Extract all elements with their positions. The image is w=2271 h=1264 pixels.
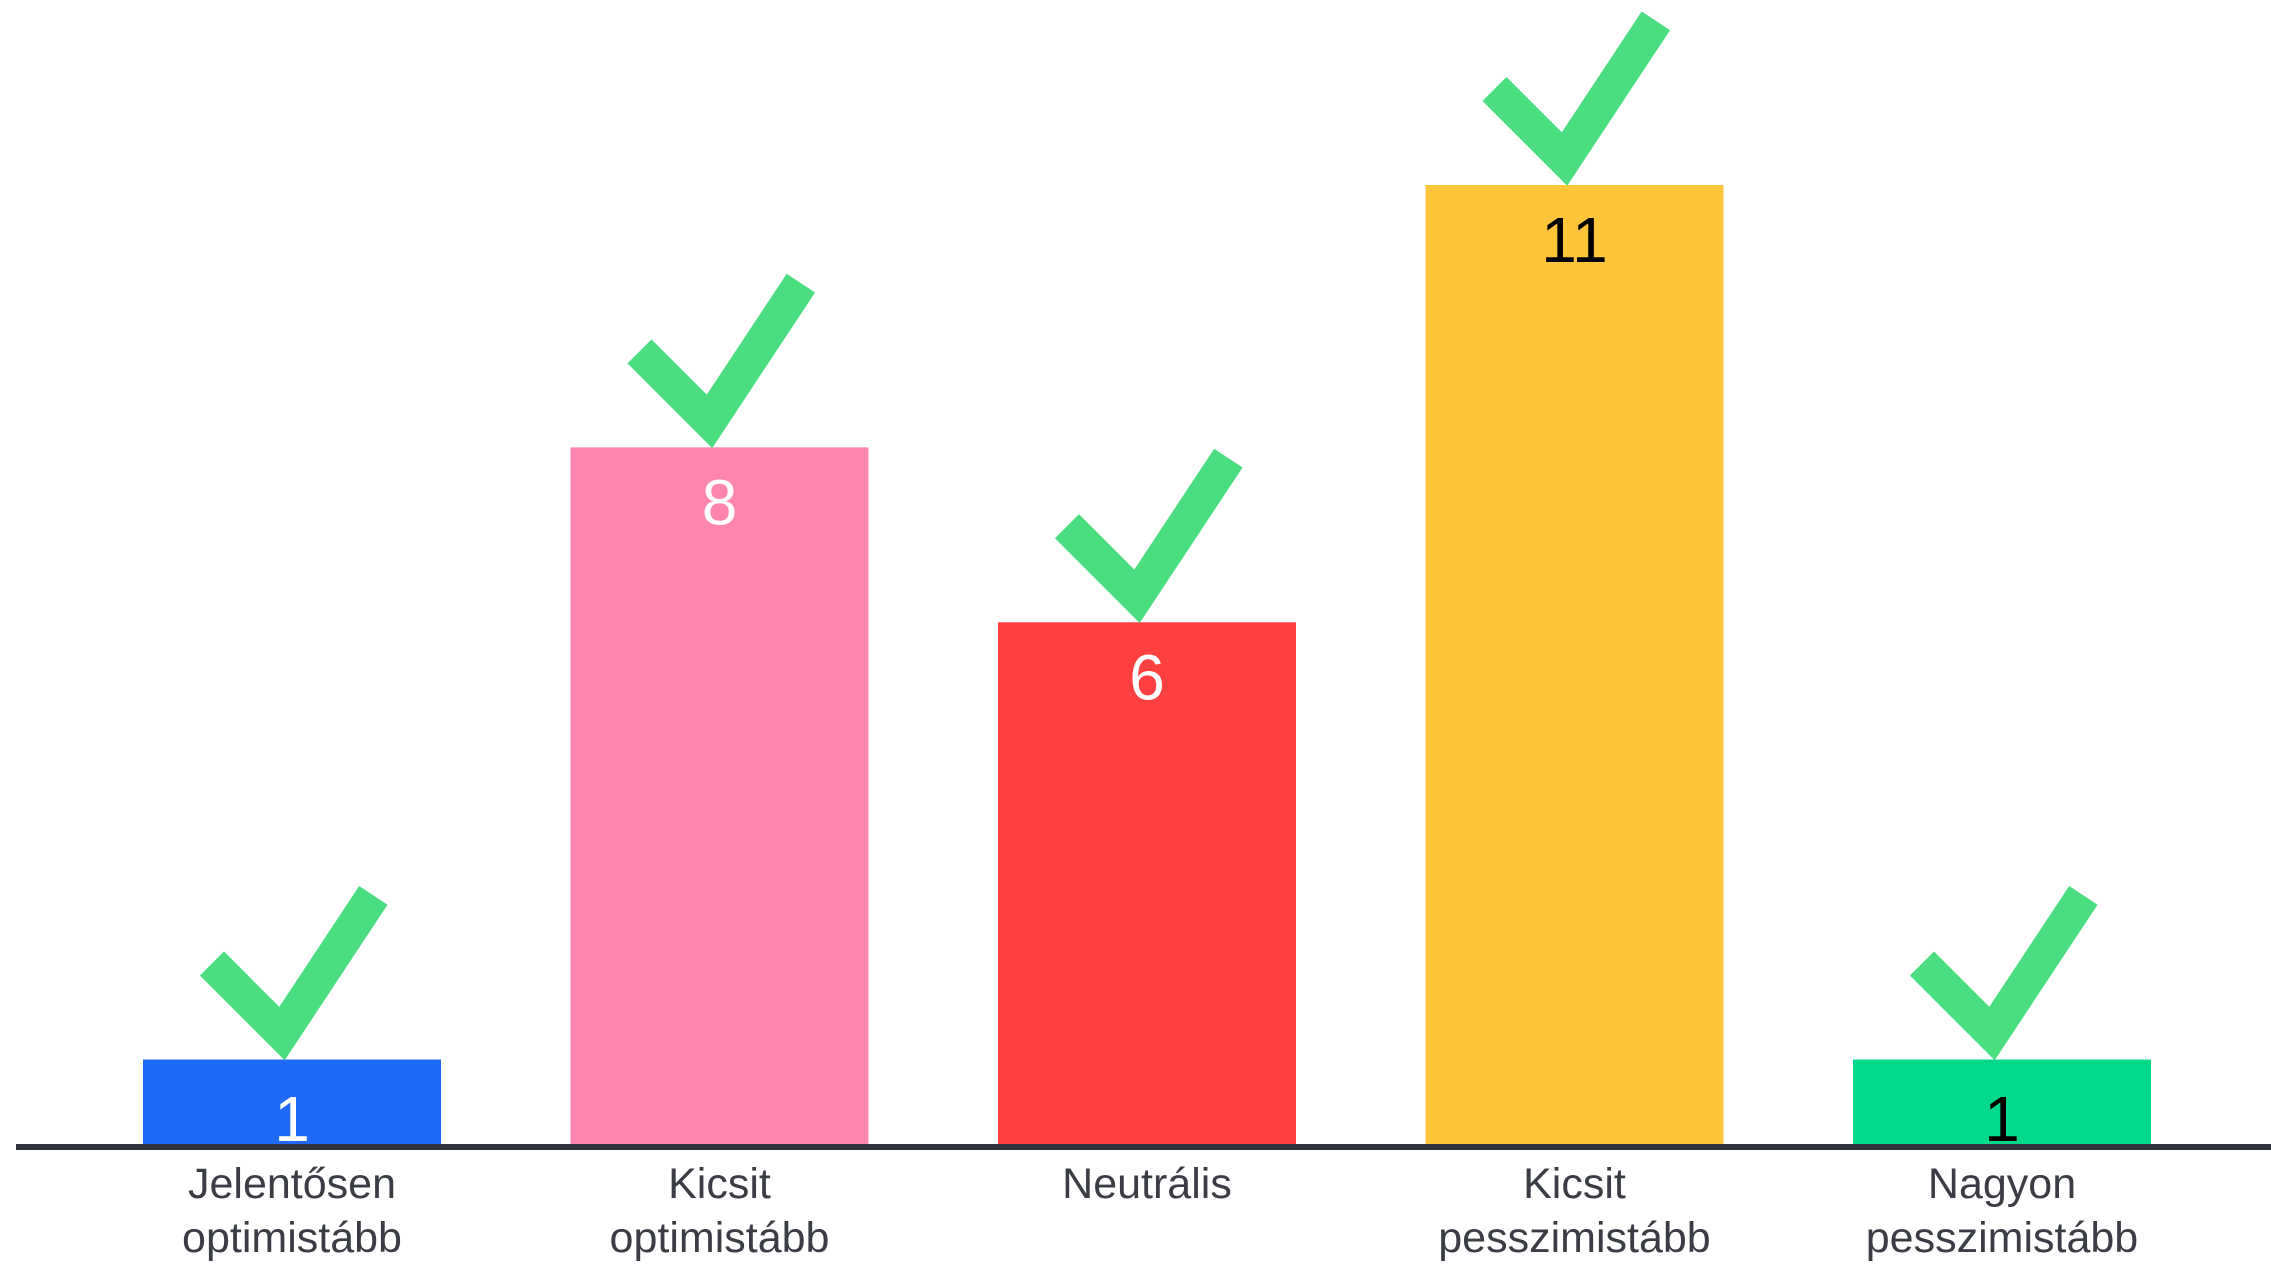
value-label: 1: [274, 1083, 310, 1155]
bar: [998, 622, 1296, 1147]
value-label: 6: [1129, 641, 1165, 713]
bars-layer: [143, 185, 2151, 1147]
checkmark-stroke: [1482, 11, 1671, 186]
checkmark-icon: [1482, 11, 1671, 186]
tick-label-line: optimistább: [610, 1214, 830, 1262]
value-label: 1: [1984, 1083, 2020, 1155]
tick-label: Neutrális: [1062, 1160, 1232, 1208]
tick-label-line: Nagyon: [1928, 1160, 2076, 1208]
tick-label-line: Jelentősen: [188, 1160, 396, 1208]
checkmark-icon: [1909, 885, 2098, 1061]
checkmark-icon: [627, 273, 816, 449]
tick-label: Kicsit optimistább: [610, 1160, 830, 1262]
checkmark-icon: [1054, 448, 1243, 624]
tick-label-line: Kicsit: [1523, 1160, 1626, 1208]
tick-label-line: pesszimistább: [1866, 1214, 2138, 1262]
value-label: 8: [702, 466, 738, 538]
tick-label: Jelentősen optimistább: [182, 1160, 402, 1262]
checkmark-stroke: [627, 273, 816, 449]
checkmark-icon: [199, 885, 388, 1061]
checkmark-stroke: [1909, 885, 2098, 1061]
bar: [143, 1059, 441, 1147]
bar: [1853, 1059, 2151, 1147]
bar: [570, 447, 869, 1147]
tick-label: Nagyon pesszimistább: [1866, 1160, 2138, 1262]
checkmark-stroke: [1054, 448, 1243, 624]
tick-label: Kicsit pesszimistább: [1438, 1160, 1710, 1262]
checkmarks-layer: [199, 11, 2098, 1061]
tick-label-line: optimistább: [182, 1214, 402, 1262]
tick-labels-layer: Jelentősen optimistább Kicsit optimistább Ne…: [182, 1160, 2138, 1262]
tick-label-line: Neutrális: [1062, 1160, 1232, 1208]
value-label: 11: [1541, 204, 1607, 276]
tick-label-line: Kicsit: [668, 1160, 771, 1208]
checkmark-stroke: [199, 885, 388, 1061]
bar: [1425, 185, 1724, 1147]
tick-label-line: pesszimistább: [1438, 1214, 1710, 1262]
